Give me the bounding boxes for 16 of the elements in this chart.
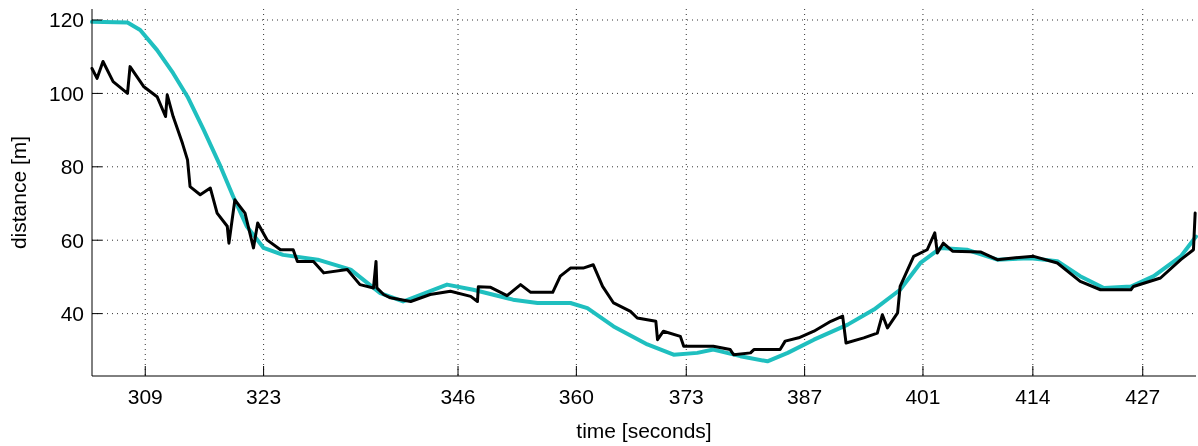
x-tick-label: 323 xyxy=(246,385,282,408)
x-tick-label: 346 xyxy=(440,385,476,408)
x-tick-label: 427 xyxy=(1125,385,1161,408)
x-tick-label: 360 xyxy=(558,385,594,408)
x-tick-label: 387 xyxy=(787,385,823,408)
y-axis-title: distance [m] xyxy=(7,135,30,250)
x-tick-label: 414 xyxy=(1015,385,1051,408)
y-tick-label: 120 xyxy=(48,8,84,32)
y-tick-label: 40 xyxy=(60,301,84,325)
y-tick-label: 100 xyxy=(48,81,84,105)
y-tick-label: 80 xyxy=(60,155,84,179)
y-tick-label: 60 xyxy=(60,228,84,252)
x-axis-title: time [seconds] xyxy=(576,419,712,442)
x-tick-label: 401 xyxy=(905,385,941,408)
x-tick-label: 309 xyxy=(127,385,163,408)
x-tick-label: 373 xyxy=(668,385,704,408)
